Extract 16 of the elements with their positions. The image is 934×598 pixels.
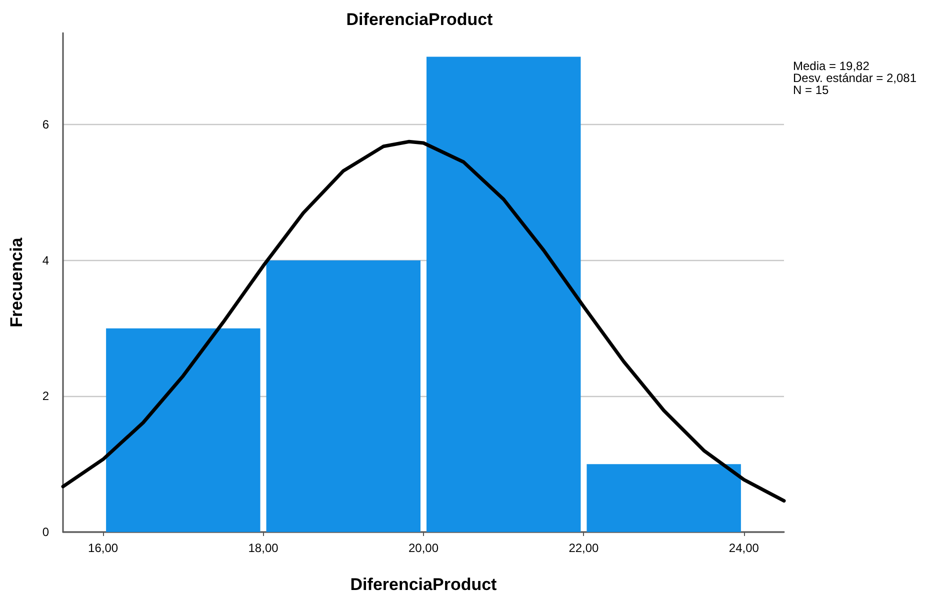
- y-axis-title: Frecuencia: [7, 237, 26, 328]
- x-tick-label: 22,00: [568, 541, 600, 555]
- text: Media = 19,82: [793, 59, 870, 73]
- y-tick-label: 6: [42, 118, 50, 132]
- x-tick-label: 20,00: [408, 541, 439, 555]
- text: Desv. estándar = 2,081: [793, 71, 917, 85]
- x-tick-label: 16,00: [88, 541, 118, 555]
- line-series: [61, 140, 786, 503]
- y-tick-label: 0: [42, 525, 50, 539]
- y-tick-label: 4: [42, 253, 50, 268]
- x-axis-title: DiferenciaProduct: [350, 575, 498, 594]
- x-tick-label: 24,00: [728, 541, 760, 555]
- y-tick-label: 2: [42, 389, 50, 404]
- x-tick-label: 18,00: [248, 541, 279, 555]
- text: N = 15: [793, 83, 830, 97]
- chart-title: DiferenciaProduct: [346, 10, 494, 29]
